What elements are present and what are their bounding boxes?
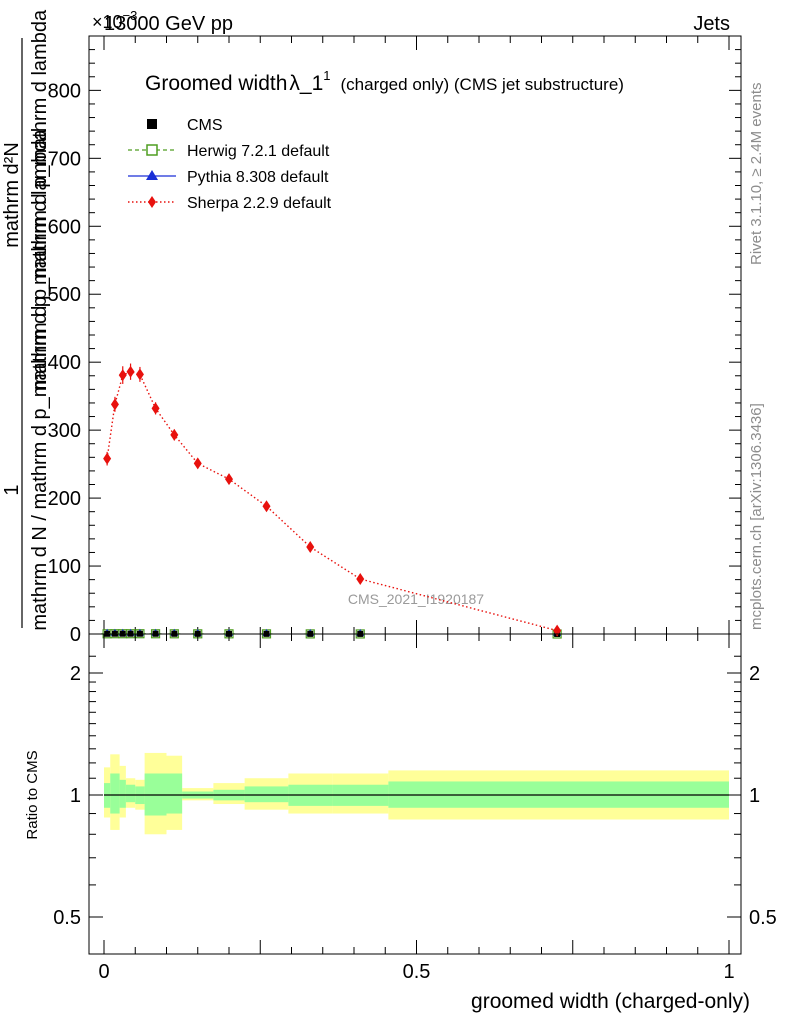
sherpa-point [110,398,119,411]
main-y-tick-label: 500 [48,284,81,306]
main-y-tick-label: 100 [48,556,81,578]
legend-marker-open-square [146,144,158,156]
ratio-y-tick-label: 1 [70,785,81,807]
ratio-y-tick-label: 2 [70,663,81,685]
svg-text:1: 1 [1,484,23,495]
legend-marker-triangle [146,170,158,180]
main-series-layer [101,363,564,639]
ratio-inner-band [125,784,136,803]
legend: CMS Herwig 7.2.1 default Pythia 8.308 defa… [128,117,332,212]
ratio-panel-frame [88,633,742,955]
main-y-tick-label: 700 [48,148,81,170]
header-energy: 13000 GeV pp [104,13,233,35]
ratio-inner-band [119,779,126,808]
main-y-tick-label: 200 [48,488,81,510]
sherpa-point [356,572,365,585]
exponent-label: ×10−3 [92,8,137,32]
ratio-inner-band [166,773,183,814]
legend-entry: Herwig 7.2.1 default [128,143,330,160]
legend-label: Herwig 7.2.1 default [187,143,330,160]
sherpa-point [103,452,112,465]
main-y-tick-label: 400 [48,352,81,374]
mcplots-label: mcplots.cern.ch [arXiv:1306.3436] [748,403,765,630]
legend-entry: Pythia 8.308 default [128,169,329,186]
sherpa-point [151,402,160,415]
x-tick-label: 0 [98,961,109,983]
plot-title: Groomed widthλ_11 (charged only) (CMS jet… [145,68,624,95]
sherpa-point [135,368,144,381]
ratio-inner-band [244,786,289,803]
sherpa-point [193,457,202,470]
sherpa-point [118,369,127,382]
x-tick-label: 0.5 [403,961,431,983]
sherpa-point [262,500,271,513]
ratio-y-tick-label-right: 2 [749,663,760,685]
ratio-axis: 0.5 0.5 1 1 2 2 0 0.5 1 [53,634,777,983]
svg-text:mathrm d p_mathrm d p_mathrm d: mathrm d p_mathrm d p_mathrm d lambda [29,9,51,390]
x-tick-label: 1 [723,961,734,983]
legend-label: Sherpa 2.2.9 default [187,195,332,212]
ratio-bands-layer [104,752,729,835]
main-y-label: 1 mathrm d N / mathrm d p_mathrm d p_mat… [1,9,51,631]
legend-marker-square [147,119,157,129]
sherpa-line [106,370,558,632]
legend-entry: CMS [147,117,223,134]
ratio-y-label: Ratio to CMS [24,750,41,839]
x-axis-label: groomed width (charged-only) [471,990,750,1013]
main-y-tick-label: 600 [48,216,81,238]
ratio-inner-band [110,773,120,814]
legend-entry: Sherpa 2.2.9 default [128,195,332,212]
sherpa-point [170,428,179,441]
svg-text:mathrm d²N: mathrm d²N [1,142,23,248]
legend-label: CMS [187,117,223,134]
rivet-label: Rivet 3.1.10, ≥ 2.4M events [748,83,765,266]
ratio-y-tick-label-right: 0.5 [749,907,777,929]
header-jets: Jets [693,13,730,35]
sherpa-point [306,541,315,554]
sherpa-point [126,365,135,378]
main-y-tick-label: 300 [48,420,81,442]
main-y-axis: 0 100 200 300 400 500 600 700 800 [48,36,741,646]
ratio-y-tick-label-right: 1 [749,785,760,807]
legend-marker-diamond [148,196,156,208]
sherpa-point [225,473,233,486]
main-y-tick-label: 800 [48,80,81,102]
svg-text:mathrm d N / mathrm d p_mathrm: mathrm d N / mathrm d p_mathrm d p_mathr… [29,128,51,630]
main-y-tick-label: 0 [70,624,81,646]
legend-label: Pythia 8.308 default [187,169,329,186]
analysis-watermark: CMS_2021_I1920187 [348,591,484,607]
ratio-y-tick-label: 0.5 [53,907,81,929]
